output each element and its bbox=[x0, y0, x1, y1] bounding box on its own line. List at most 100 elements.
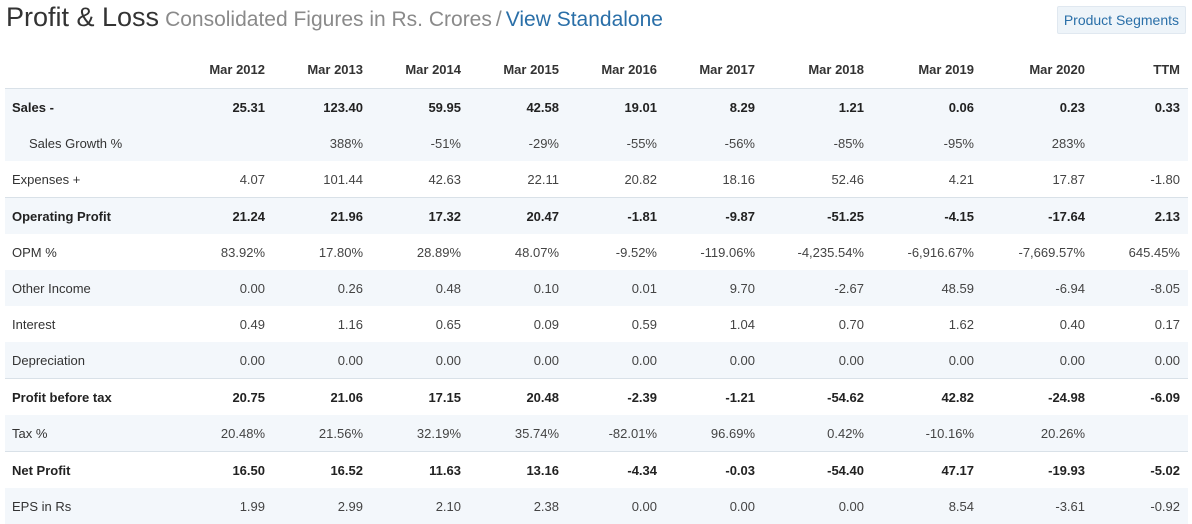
value-cell: -19.93 bbox=[982, 451, 1093, 488]
value-cell: 388% bbox=[273, 125, 371, 161]
value-cell: 9.70 bbox=[665, 270, 763, 306]
expandable-row-label[interactable]: Sales - bbox=[12, 99, 54, 115]
value-cell: 4.07 bbox=[239, 171, 265, 187]
row-label: Depreciation bbox=[12, 352, 85, 368]
value-cell: 0.00 bbox=[273, 342, 371, 379]
product-segments-button[interactable]: Product Segments bbox=[1056, 6, 1186, 34]
value-cell bbox=[182, 125, 273, 161]
value-cell: 0.59 bbox=[631, 316, 657, 332]
value-cell: 1.62 bbox=[948, 316, 974, 332]
table-body: Sales - 25.31 123.40 59.95 42.58 19.01 8.29 1.2… bbox=[5, 88, 1188, 524]
value-cell: 42.82 bbox=[872, 378, 982, 415]
table-header-row: Mar 2012 Mar 2013 Mar 2014 Mar 2015 Mar … bbox=[5, 51, 1188, 89]
row-label: EPS in Rs bbox=[12, 498, 72, 514]
value-cell: -5.02 bbox=[1093, 451, 1188, 488]
section-title: Profit & Loss Consolidated Figures in Rs.… bbox=[6, 2, 663, 37]
value-cell: 4.21 bbox=[948, 171, 974, 187]
value-cell: 0.65 bbox=[435, 316, 461, 332]
row-label-cell[interactable]: Expenses + bbox=[5, 161, 182, 198]
row-sales: Sales - 25.31 123.40 59.95 42.58 19.01 8.29 1.2… bbox=[5, 88, 1188, 125]
value-cell: 1.04 bbox=[729, 316, 755, 332]
value-cell: 0.40 bbox=[1059, 316, 1085, 332]
value-cell: -7,669.57% bbox=[1018, 244, 1086, 260]
value-cell: 32.19% bbox=[371, 415, 469, 452]
value-cell: 25.31 bbox=[182, 88, 273, 125]
section-header: Profit & Loss Consolidated Figures in Rs.… bbox=[6, 0, 1186, 40]
value-cell: 22.11 bbox=[527, 171, 559, 187]
value-cell: 20.75 bbox=[182, 378, 273, 415]
column-header: Mar 2015 bbox=[469, 51, 567, 89]
value-cell: 645.45% bbox=[1128, 244, 1180, 260]
value-cell: 283% bbox=[982, 125, 1093, 161]
value-cell: -3.61 bbox=[982, 488, 1093, 524]
row-label: Operating Profit bbox=[12, 208, 111, 224]
value-cell: -54.62 bbox=[763, 378, 872, 415]
expandable-row-label[interactable]: Expenses + bbox=[12, 171, 81, 187]
value-cell: 48.59 bbox=[872, 270, 982, 306]
value-cell: -10.16% bbox=[872, 415, 982, 452]
column-header: Mar 2014 bbox=[371, 51, 469, 89]
row-label-cell: EPS in Rs bbox=[5, 488, 182, 524]
row-label-cell: Profit before tax bbox=[5, 378, 182, 415]
value-cell: -1.80 bbox=[1150, 171, 1180, 187]
row-sales-growth: Sales Growth % 388% -51% -29% -55% -56% -85% -9… bbox=[5, 125, 1188, 161]
value-cell: -0.92 bbox=[1093, 488, 1188, 524]
value-cell: 0.10 bbox=[469, 270, 567, 306]
value-cell: -55% bbox=[567, 125, 665, 161]
value-cell: 0.01 bbox=[567, 270, 665, 306]
row-label: Interest bbox=[12, 316, 56, 332]
value-cell: -51% bbox=[371, 125, 469, 161]
value-cell: -56% bbox=[665, 125, 763, 161]
value-cell: -9.87 bbox=[665, 197, 763, 234]
value-cell: -24.98 bbox=[982, 378, 1093, 415]
row-interest: Interest 0.49 1.16 0.65 0.09 0.59 1.04 0.70 1.62… bbox=[5, 306, 1188, 342]
value-cell: -0.03 bbox=[665, 451, 763, 488]
value-cell: 0.00 bbox=[872, 342, 982, 379]
value-cell: 16.50 bbox=[182, 451, 273, 488]
value-cell: 0.00 bbox=[567, 488, 665, 524]
value-cell: 0.00 bbox=[1093, 342, 1188, 379]
value-cell: 1.99 bbox=[182, 488, 273, 524]
value-cell: 20.82 bbox=[624, 171, 657, 187]
row-label-cell: Interest bbox=[5, 306, 182, 342]
value-cell: 2.10 bbox=[371, 488, 469, 524]
row-label-cell[interactable]: Sales - bbox=[5, 88, 182, 125]
value-cell: 48.07% bbox=[514, 244, 559, 260]
row-label: Profit before tax bbox=[12, 389, 112, 405]
value-cell: 17.15 bbox=[371, 378, 469, 415]
value-cell: 0.23 bbox=[982, 88, 1093, 125]
value-cell: 0.70 bbox=[838, 316, 864, 332]
value-cell: 47.17 bbox=[872, 451, 982, 488]
value-cell: -82.01% bbox=[567, 415, 665, 452]
row-expenses: Expenses + 4.07 101.44 42.63 22.11 20.82 18.16… bbox=[5, 161, 1188, 198]
row-label-cell: Operating Profit bbox=[5, 197, 182, 234]
row-label-cell: Tax % bbox=[5, 415, 182, 452]
value-cell: 13.16 bbox=[469, 451, 567, 488]
value-cell: 20.48 bbox=[469, 378, 567, 415]
value-cell: 0.00 bbox=[982, 342, 1093, 379]
value-cell: 16.52 bbox=[273, 451, 371, 488]
value-cell: -6.94 bbox=[982, 270, 1093, 306]
column-header: Mar 2018 bbox=[763, 51, 872, 89]
value-cell: 17.80% bbox=[318, 244, 363, 260]
value-cell: 0.00 bbox=[567, 342, 665, 379]
value-cell: 0.48 bbox=[371, 270, 469, 306]
value-cell: 17.32 bbox=[371, 197, 469, 234]
value-cell: 0.00 bbox=[469, 342, 567, 379]
column-header: Mar 2016 bbox=[567, 51, 665, 89]
value-cell: 52.46 bbox=[831, 171, 864, 187]
value-cell: -4.15 bbox=[872, 197, 982, 234]
value-cell: -6.09 bbox=[1093, 378, 1188, 415]
value-cell: 0.00 bbox=[763, 488, 872, 524]
value-cell: 20.48% bbox=[182, 415, 273, 452]
row-label-cell: Sales Growth % bbox=[5, 125, 182, 161]
row-label: OPM % bbox=[12, 244, 57, 260]
value-cell: 0.42% bbox=[763, 415, 872, 452]
row-eps: EPS in Rs 1.99 2.99 2.10 2.38 0.00 0.00 0.00 8.5… bbox=[5, 488, 1188, 524]
view-standalone-link[interactable]: View Standalone bbox=[505, 8, 663, 31]
value-cell: 123.40 bbox=[273, 88, 371, 125]
value-cell: -17.64 bbox=[982, 197, 1093, 234]
row-net-profit: Net Profit 16.50 16.52 11.63 13.16 -4.34 -0.03… bbox=[5, 451, 1188, 488]
value-cell: 0.17 bbox=[1154, 316, 1180, 332]
value-cell: 42.63 bbox=[428, 171, 461, 187]
